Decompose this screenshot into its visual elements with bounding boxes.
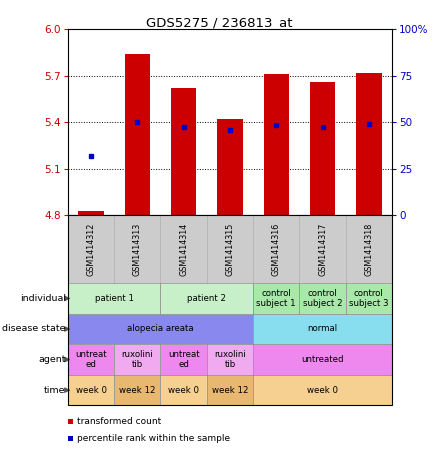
Text: week 0: week 0 — [168, 386, 199, 395]
Text: GSM1414315: GSM1414315 — [226, 222, 234, 276]
Bar — [78, 211, 104, 215]
Text: ruxolini
tib: ruxolini tib — [214, 350, 246, 369]
Text: untreat
ed: untreat ed — [75, 350, 107, 369]
Text: week 0: week 0 — [75, 386, 106, 395]
Text: control
subject 3: control subject 3 — [349, 289, 389, 308]
Text: week 0: week 0 — [307, 386, 338, 395]
Text: GSM1414313: GSM1414313 — [133, 222, 142, 276]
Bar — [171, 88, 196, 215]
Text: GSM1414318: GSM1414318 — [364, 222, 373, 276]
Text: GSM1414314: GSM1414314 — [179, 222, 188, 276]
Text: week 12: week 12 — [119, 386, 155, 395]
Text: percentile rank within the sample: percentile rank within the sample — [77, 434, 230, 443]
Text: alopecia areata: alopecia areata — [127, 324, 194, 333]
Text: agent: agent — [38, 355, 66, 364]
Text: control
subject 1: control subject 1 — [256, 289, 296, 308]
Text: GSM1414317: GSM1414317 — [318, 222, 327, 276]
Text: normal: normal — [307, 324, 338, 333]
Text: GDS5275 / 236813_at: GDS5275 / 236813_at — [146, 16, 292, 29]
Text: ruxolini
tib: ruxolini tib — [121, 350, 153, 369]
Text: patient 1: patient 1 — [95, 294, 134, 303]
Text: untreat
ed: untreat ed — [168, 350, 199, 369]
Bar — [310, 82, 335, 215]
Text: disease state: disease state — [2, 324, 66, 333]
Text: week 12: week 12 — [212, 386, 248, 395]
Bar — [124, 54, 150, 215]
Text: GSM1414312: GSM1414312 — [87, 222, 95, 276]
Text: GSM1414316: GSM1414316 — [272, 222, 281, 276]
Bar — [356, 73, 381, 215]
Bar — [264, 74, 289, 215]
Text: control
subject 2: control subject 2 — [303, 289, 343, 308]
Text: untreated: untreated — [301, 355, 344, 364]
Text: transformed count: transformed count — [77, 417, 161, 426]
Bar — [217, 119, 243, 215]
Text: time: time — [44, 386, 66, 395]
Text: patient 2: patient 2 — [187, 294, 226, 303]
Text: individual: individual — [20, 294, 66, 303]
